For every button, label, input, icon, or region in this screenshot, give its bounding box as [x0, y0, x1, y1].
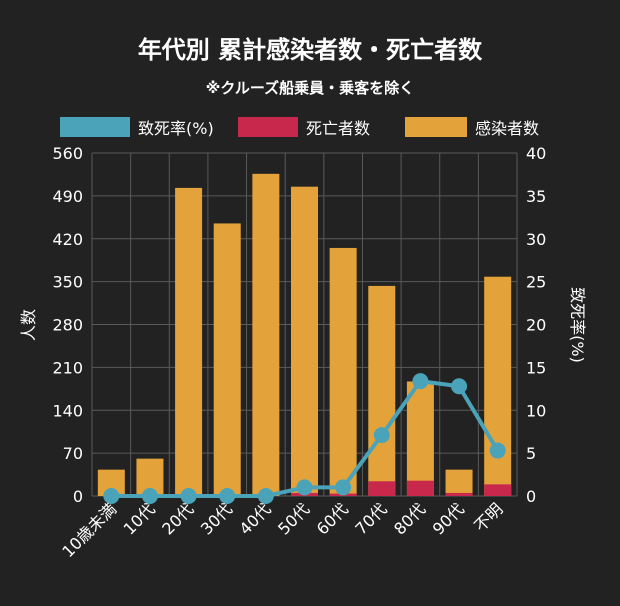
- x-tick-label: 10歳未満: [58, 499, 120, 561]
- bar-infected: [252, 173, 280, 496]
- y2-axis-title: 致死率(%): [568, 287, 587, 363]
- y-tick-label: 210: [52, 358, 83, 377]
- bar-infected: [175, 187, 203, 496]
- x-tick-label: 70代: [351, 499, 390, 538]
- point-fatality-rate: [296, 479, 313, 496]
- y-tick-label: 350: [52, 273, 83, 292]
- y-tick-label: 70: [63, 444, 83, 463]
- x-tick-label: 80代: [390, 499, 429, 538]
- y2-tick-label: 15: [526, 358, 546, 377]
- chart-bars: [97, 173, 512, 496]
- y-tick-label: 420: [52, 230, 83, 249]
- y-tick-label: 140: [52, 401, 83, 420]
- bar-infected: [406, 381, 434, 496]
- point-fatality-rate: [412, 373, 429, 390]
- bar-infected: [484, 276, 512, 496]
- legend-label: 致死率(%): [138, 119, 214, 138]
- point-fatality-rate: [180, 488, 197, 504]
- y2-tick-label: 25: [526, 273, 546, 292]
- y-tick-label: 560: [52, 144, 83, 163]
- legend-label: 感染者数: [475, 119, 539, 138]
- y-tick-label: 0: [73, 487, 83, 506]
- point-fatality-rate: [103, 488, 120, 504]
- point-fatality-rate: [373, 427, 390, 444]
- y-tick-label: 490: [52, 187, 83, 206]
- point-fatality-rate: [257, 488, 274, 504]
- x-tick-label: 10代: [120, 499, 159, 538]
- y2-tick-label: 10: [526, 401, 546, 420]
- x-tick-label: 30代: [197, 499, 236, 538]
- bar-infected: [368, 285, 396, 496]
- point-fatality-rate: [489, 442, 506, 459]
- legend-swatch: [405, 117, 467, 137]
- x-tick-label: 50代: [274, 499, 313, 538]
- bar-infected: [291, 186, 318, 496]
- bar-deaths: [445, 492, 473, 496]
- bar-infected: [213, 223, 241, 496]
- chart-title: 年代別 累計感染者数・死亡者数: [138, 36, 483, 64]
- bar-infected: [329, 247, 357, 496]
- x-tick-label: 60代: [313, 499, 352, 538]
- y2-tick-label: 0: [526, 487, 536, 506]
- chart-legend: 致死率(%) 死亡者数 感染者数: [60, 117, 539, 138]
- x-tick-label: 20代: [158, 499, 197, 538]
- x-tick-label: 40代: [236, 499, 275, 538]
- bar-deaths: [484, 484, 512, 496]
- y2-tick-label: 5: [526, 444, 536, 463]
- x-tick-label: 90代: [429, 499, 468, 538]
- y2-tick-label: 30: [526, 230, 546, 249]
- legend-swatch: [238, 117, 298, 137]
- chart-line: [103, 373, 506, 504]
- legend-swatch: [60, 117, 130, 137]
- y-axis-title: 人数: [19, 309, 38, 341]
- point-fatality-rate: [451, 378, 468, 395]
- y2-tick-label: 20: [526, 316, 546, 335]
- bar-infected: [445, 469, 473, 496]
- point-fatality-rate: [335, 479, 352, 496]
- point-fatality-rate: [219, 488, 236, 504]
- chart-subtitle: ※クルーズ船乗員・乗客を除く: [206, 79, 414, 97]
- x-tick-label: 不明: [470, 499, 506, 535]
- y-tick-label: 280: [52, 316, 83, 335]
- legend-label: 死亡者数: [306, 119, 370, 138]
- bar-deaths: [406, 480, 434, 496]
- y2-tick-label: 40: [526, 144, 546, 163]
- y2-tick-label: 35: [526, 187, 546, 206]
- bar-deaths: [368, 481, 396, 496]
- point-fatality-rate: [141, 488, 158, 504]
